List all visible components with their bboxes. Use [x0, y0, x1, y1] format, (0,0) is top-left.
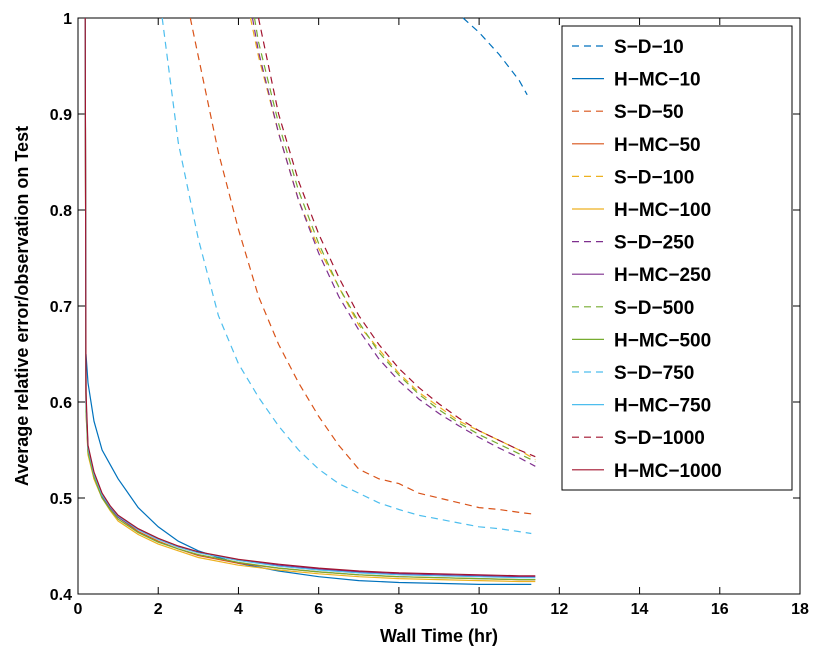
y-tick-label: 0.7	[50, 299, 72, 316]
x-axis-label: Wall Time (hr)	[380, 626, 498, 646]
series-line-h-mc-1000	[84, 17, 536, 577]
x-tick-label: 10	[470, 601, 488, 618]
y-tick-label: 0.4	[50, 587, 72, 604]
series-line-s-d-10	[462, 17, 528, 96]
y-tick-label: 0.5	[50, 491, 72, 508]
x-tick-label: 18	[791, 601, 809, 618]
y-axis-label: Average relative error/observation on Te…	[12, 126, 32, 486]
x-tick-label: 0	[74, 601, 83, 618]
series-line-h-mc-500	[84, 17, 536, 581]
x-tick-label: 2	[154, 601, 163, 618]
legend-label: S−D−50	[614, 102, 684, 123]
series-line-s-d-250	[251, 17, 536, 467]
y-tick-label: 1	[63, 11, 72, 28]
legend-label: H−MC−100	[614, 200, 711, 221]
series-line-h-mc-750	[84, 17, 536, 579]
series-line-s-d-50	[189, 17, 536, 515]
legend-label: H−MC−250	[614, 265, 711, 286]
x-tick-label: 6	[314, 601, 323, 618]
legend-label: S−D−1000	[614, 428, 705, 449]
x-tick-label: 16	[711, 601, 729, 618]
x-tick-label: 14	[631, 601, 649, 618]
legend-label: H−MC−1000	[614, 461, 722, 482]
legend-label: H−MC−10	[614, 70, 701, 91]
legend-label: H−MC−750	[614, 396, 711, 417]
y-tick-label: 0.8	[50, 203, 72, 220]
y-tick-label: 0.9	[50, 107, 72, 124]
legend-label: S−D−500	[614, 298, 694, 319]
y-tick-label: 0.6	[50, 395, 72, 412]
legend-box	[561, 25, 793, 491]
x-tick-label: 8	[394, 601, 403, 618]
legend-label: S−D−100	[614, 167, 694, 188]
legend-label: S−D−10	[614, 37, 684, 58]
series-line-s-d-500	[253, 17, 536, 463]
series-lines	[84, 17, 536, 586]
legend-label: H−MC−50	[614, 135, 701, 156]
legend-label: H−MC−500	[614, 330, 711, 351]
x-tick-label: 12	[550, 601, 568, 618]
legend: S−D−10 H−MC−10 S−D−50 H−MC−50 S−D−100 H−MC−10…	[561, 25, 793, 491]
legend-label: S−D−750	[614, 363, 694, 384]
series-line-s-d-1000	[257, 17, 536, 458]
legend-label: S−D−250	[614, 233, 694, 254]
axis-ticks: 0 2 4 6 8 10 12 14 16 18 0.4 0.5 0.6 0.7 0.8 0.9 1	[50, 11, 809, 618]
series-line-s-d-100	[249, 17, 536, 461]
x-tick-label: 4	[234, 601, 243, 618]
